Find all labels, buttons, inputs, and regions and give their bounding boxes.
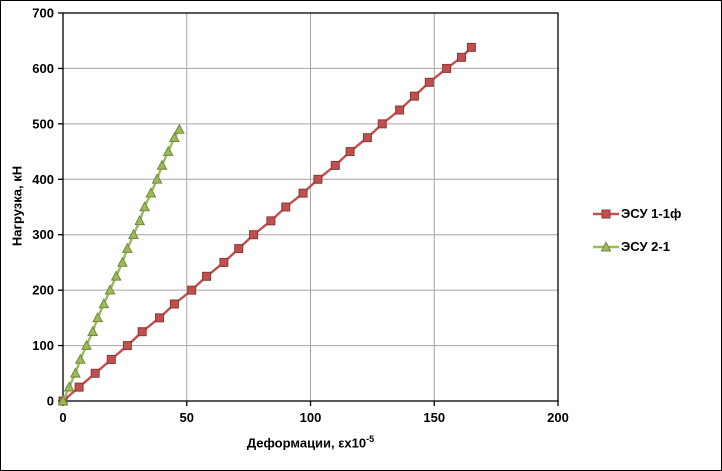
legend-marker-triangle-icon [593, 240, 619, 251]
svg-text:0: 0 [59, 410, 66, 425]
svg-text:500: 500 [32, 116, 54, 131]
x-axis-title-base: Деформации, εx10 [246, 435, 367, 451]
legend-label: ЭСУ 1-1ф [621, 206, 682, 221]
legend-item-esu-2-1: ЭСУ 2-1 [593, 239, 681, 254]
svg-text:200: 200 [547, 410, 569, 425]
svg-text:400: 400 [32, 172, 54, 187]
svg-text:150: 150 [423, 410, 445, 425]
svg-text:100: 100 [32, 338, 54, 353]
svg-text:0: 0 [47, 394, 54, 409]
svg-text:100: 100 [300, 410, 322, 425]
svg-text:300: 300 [32, 227, 54, 242]
x-axis-title: Деформации, εx10-5 [63, 434, 558, 450]
legend-marker-square-icon [593, 209, 619, 218]
y-axis-title: Нагрузка, кН [9, 165, 25, 247]
svg-text:600: 600 [32, 61, 54, 76]
svg-text:200: 200 [32, 283, 54, 298]
legend-item-esu-1-1f: ЭСУ 1-1ф [593, 206, 681, 221]
legend: ЭСУ 1-1ф ЭСУ 2-1 [593, 206, 681, 254]
svg-text:50: 50 [180, 410, 194, 425]
svg-text:700: 700 [32, 6, 54, 21]
legend-label: ЭСУ 2-1 [621, 239, 670, 254]
x-axis-title-exponent: -5 [366, 434, 375, 444]
